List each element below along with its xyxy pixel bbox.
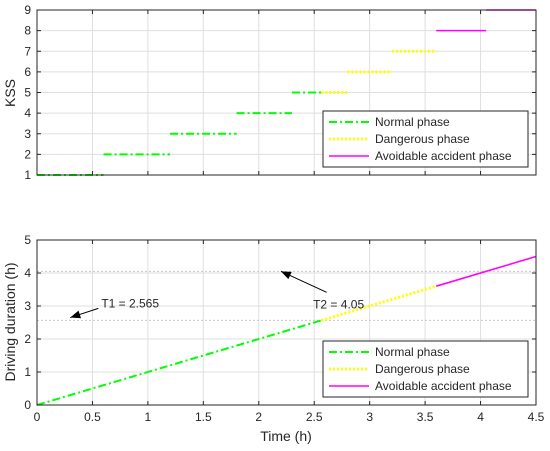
y-tick-label: 7 bbox=[24, 44, 31, 58]
x-tick-label: 0.5 bbox=[84, 410, 101, 424]
x-tick-label: 3.5 bbox=[417, 410, 434, 424]
y-tick-label: 0 bbox=[24, 398, 31, 412]
annotation-arrow-head bbox=[280, 271, 292, 280]
duration-legend: Normal phase Dangerous phase Avoidable acc… bbox=[322, 340, 529, 398]
y-tick-label: 2 bbox=[24, 332, 31, 346]
y-tick-label: 3 bbox=[24, 127, 31, 141]
annotation-label: T2 = 4.05 bbox=[313, 297, 364, 311]
y-tick-label: 3 bbox=[24, 299, 31, 313]
legend-label: Avoidable accident phase bbox=[375, 149, 512, 163]
y-tick-label: 4 bbox=[24, 266, 31, 280]
kss-legend: Normal phase Dangerous phase Avoidable acc… bbox=[322, 110, 529, 168]
legend-label: Normal phase bbox=[375, 345, 450, 359]
time-x-axis-label: Time (h) bbox=[260, 428, 312, 444]
y-tick-label: 1 bbox=[24, 168, 31, 182]
y-tick-label: 9 bbox=[24, 3, 31, 17]
kss-y-axis-label: KSS bbox=[2, 79, 18, 107]
y-tick-label: 5 bbox=[24, 233, 31, 247]
kss-panel: 1 2 3 4 5 6 7 8 9 KSS Normal phase Dangerous phas… bbox=[2, 3, 537, 182]
series-line bbox=[36, 319, 322, 406]
duration-y-axis-label: Driving duration (h) bbox=[2, 262, 18, 381]
x-tick-label: 2.5 bbox=[306, 410, 323, 424]
annotation-label: T1 = 2.565 bbox=[101, 296, 159, 310]
duration-ticks: 0 0.5 1 1.5 2 2.5 3 3.5 4 4.5 0 1 2 3 4 5 bbox=[24, 233, 544, 424]
y-tick-label: 2 bbox=[24, 147, 31, 161]
annotation-arrow-head bbox=[70, 310, 82, 319]
y-tick-label: 6 bbox=[24, 65, 31, 79]
y-tick-label: 1 bbox=[24, 365, 31, 379]
y-tick-label: 8 bbox=[24, 24, 31, 38]
x-tick-label: 4 bbox=[477, 410, 484, 424]
duration-annotations: T1 = 2.565 T2 = 4.05 bbox=[70, 270, 364, 319]
y-tick-label: 4 bbox=[24, 106, 31, 120]
legend-label: Avoidable accident phase bbox=[375, 379, 512, 393]
x-tick-label: 0 bbox=[34, 410, 41, 424]
x-tick-label: 4.5 bbox=[528, 410, 545, 424]
x-tick-label: 1 bbox=[145, 410, 152, 424]
duration-reference-lines bbox=[37, 270, 536, 321]
duration-panel: 0 0.5 1 1.5 2 2.5 3 3.5 4 4.5 0 1 2 3 4 5 Driving durat… bbox=[2, 233, 545, 444]
duration-axes-box bbox=[36, 239, 537, 406]
x-tick-label: 2 bbox=[255, 410, 262, 424]
legend-label: Normal phase bbox=[375, 115, 450, 129]
legend-label: Dangerous phase bbox=[375, 362, 470, 376]
kss-ticks: 1 2 3 4 5 6 7 8 9 bbox=[24, 3, 537, 182]
x-tick-label: 3 bbox=[366, 410, 373, 424]
duration-series bbox=[36, 255, 537, 406]
y-tick-label: 5 bbox=[24, 86, 31, 100]
legend-label: Dangerous phase bbox=[375, 132, 470, 146]
x-tick-label: 1.5 bbox=[195, 410, 212, 424]
series-line bbox=[435, 255, 537, 287]
